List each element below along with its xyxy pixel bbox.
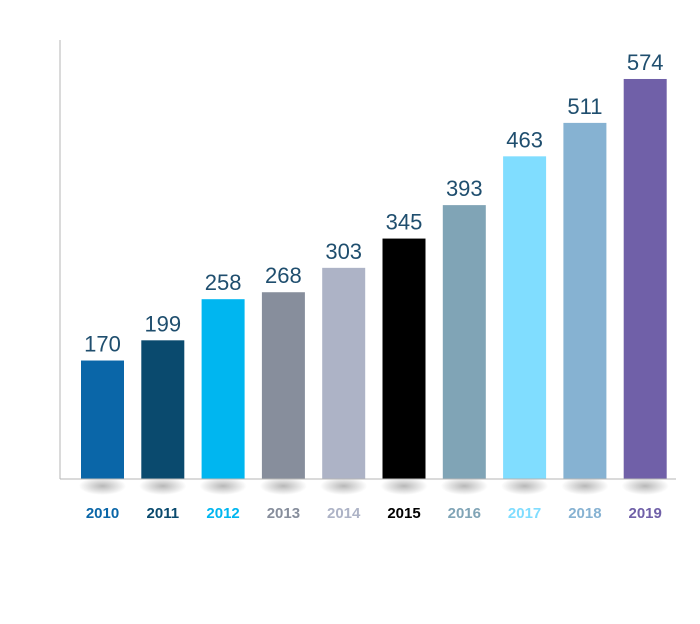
x-tick-label-2010: 2010 — [86, 505, 119, 522]
x-tick-label-2017: 2017 — [508, 505, 541, 522]
bar-shadow — [199, 477, 247, 495]
value-label-2017: 463 — [506, 127, 543, 152]
x-tick-label-2011: 2011 — [147, 505, 180, 522]
bar-2010 — [81, 360, 124, 479]
bar-2012 — [201, 299, 245, 479]
x-tick-label-2012: 2012 — [206, 505, 239, 522]
bar-shadow — [259, 477, 308, 495]
x-tick-label-2019: 2019 — [629, 505, 662, 522]
value-labels: 170 199 258 268 303 345 393 463 511 574 — [84, 50, 663, 357]
bar-shadow — [139, 477, 187, 495]
bar-shadow — [500, 477, 549, 495]
x-tick-label-2018: 2018 — [568, 505, 601, 522]
bar-shadow — [320, 477, 368, 495]
x-tick-label-2014: 2014 — [327, 505, 361, 522]
x-tick-labels: 2010 2011 2012 2013 2014 2015 2016 2017 2018 2019 — [86, 505, 662, 522]
bar-shadows — [78, 477, 669, 495]
x-tick-label-2013: 2013 — [267, 505, 300, 522]
value-label-2016: 393 — [446, 176, 483, 201]
bar-2011 — [141, 340, 185, 479]
bar-2014 — [322, 267, 366, 479]
bar-2013 — [261, 292, 305, 479]
bar-shadow — [440, 477, 488, 495]
x-tick-label-2015: 2015 — [387, 505, 420, 522]
value-label-2012: 258 — [205, 270, 242, 295]
bar-shadow — [78, 477, 127, 495]
bar-2017 — [503, 156, 547, 479]
value-label-2015: 345 — [386, 210, 423, 235]
value-label-2019: 574 — [627, 50, 664, 75]
bar-shadow — [561, 477, 609, 495]
bar-2015 — [382, 238, 426, 479]
value-label-2010: 170 — [84, 332, 121, 357]
value-label-2013: 268 — [265, 263, 302, 288]
bar-shadow — [621, 477, 669, 495]
value-label-2018: 511 — [567, 94, 602, 119]
value-label-2011: 199 — [144, 311, 181, 336]
x-tick-label-2016: 2016 — [448, 505, 481, 522]
bar-2018 — [563, 122, 607, 480]
bar-shadow — [380, 477, 428, 495]
value-label-2014: 303 — [325, 239, 362, 264]
bar-2019 — [623, 78, 667, 479]
bars — [81, 78, 667, 480]
bar-2016 — [442, 205, 486, 480]
